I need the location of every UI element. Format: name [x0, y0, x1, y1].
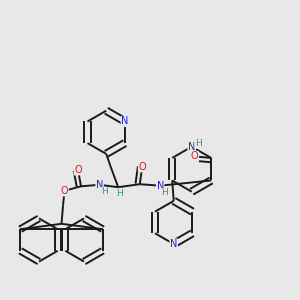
Text: N: N — [96, 180, 103, 190]
Text: N: N — [188, 142, 195, 152]
Text: O: O — [74, 165, 82, 175]
Text: O: O — [138, 162, 146, 172]
Text: N: N — [121, 116, 129, 127]
Text: O: O — [61, 186, 68, 196]
Text: H: H — [162, 188, 168, 197]
Text: H: H — [116, 189, 123, 198]
Text: O: O — [191, 152, 199, 161]
Text: H: H — [195, 139, 202, 148]
Text: H: H — [101, 188, 108, 196]
Text: N: N — [157, 181, 164, 191]
Text: N: N — [170, 239, 177, 249]
